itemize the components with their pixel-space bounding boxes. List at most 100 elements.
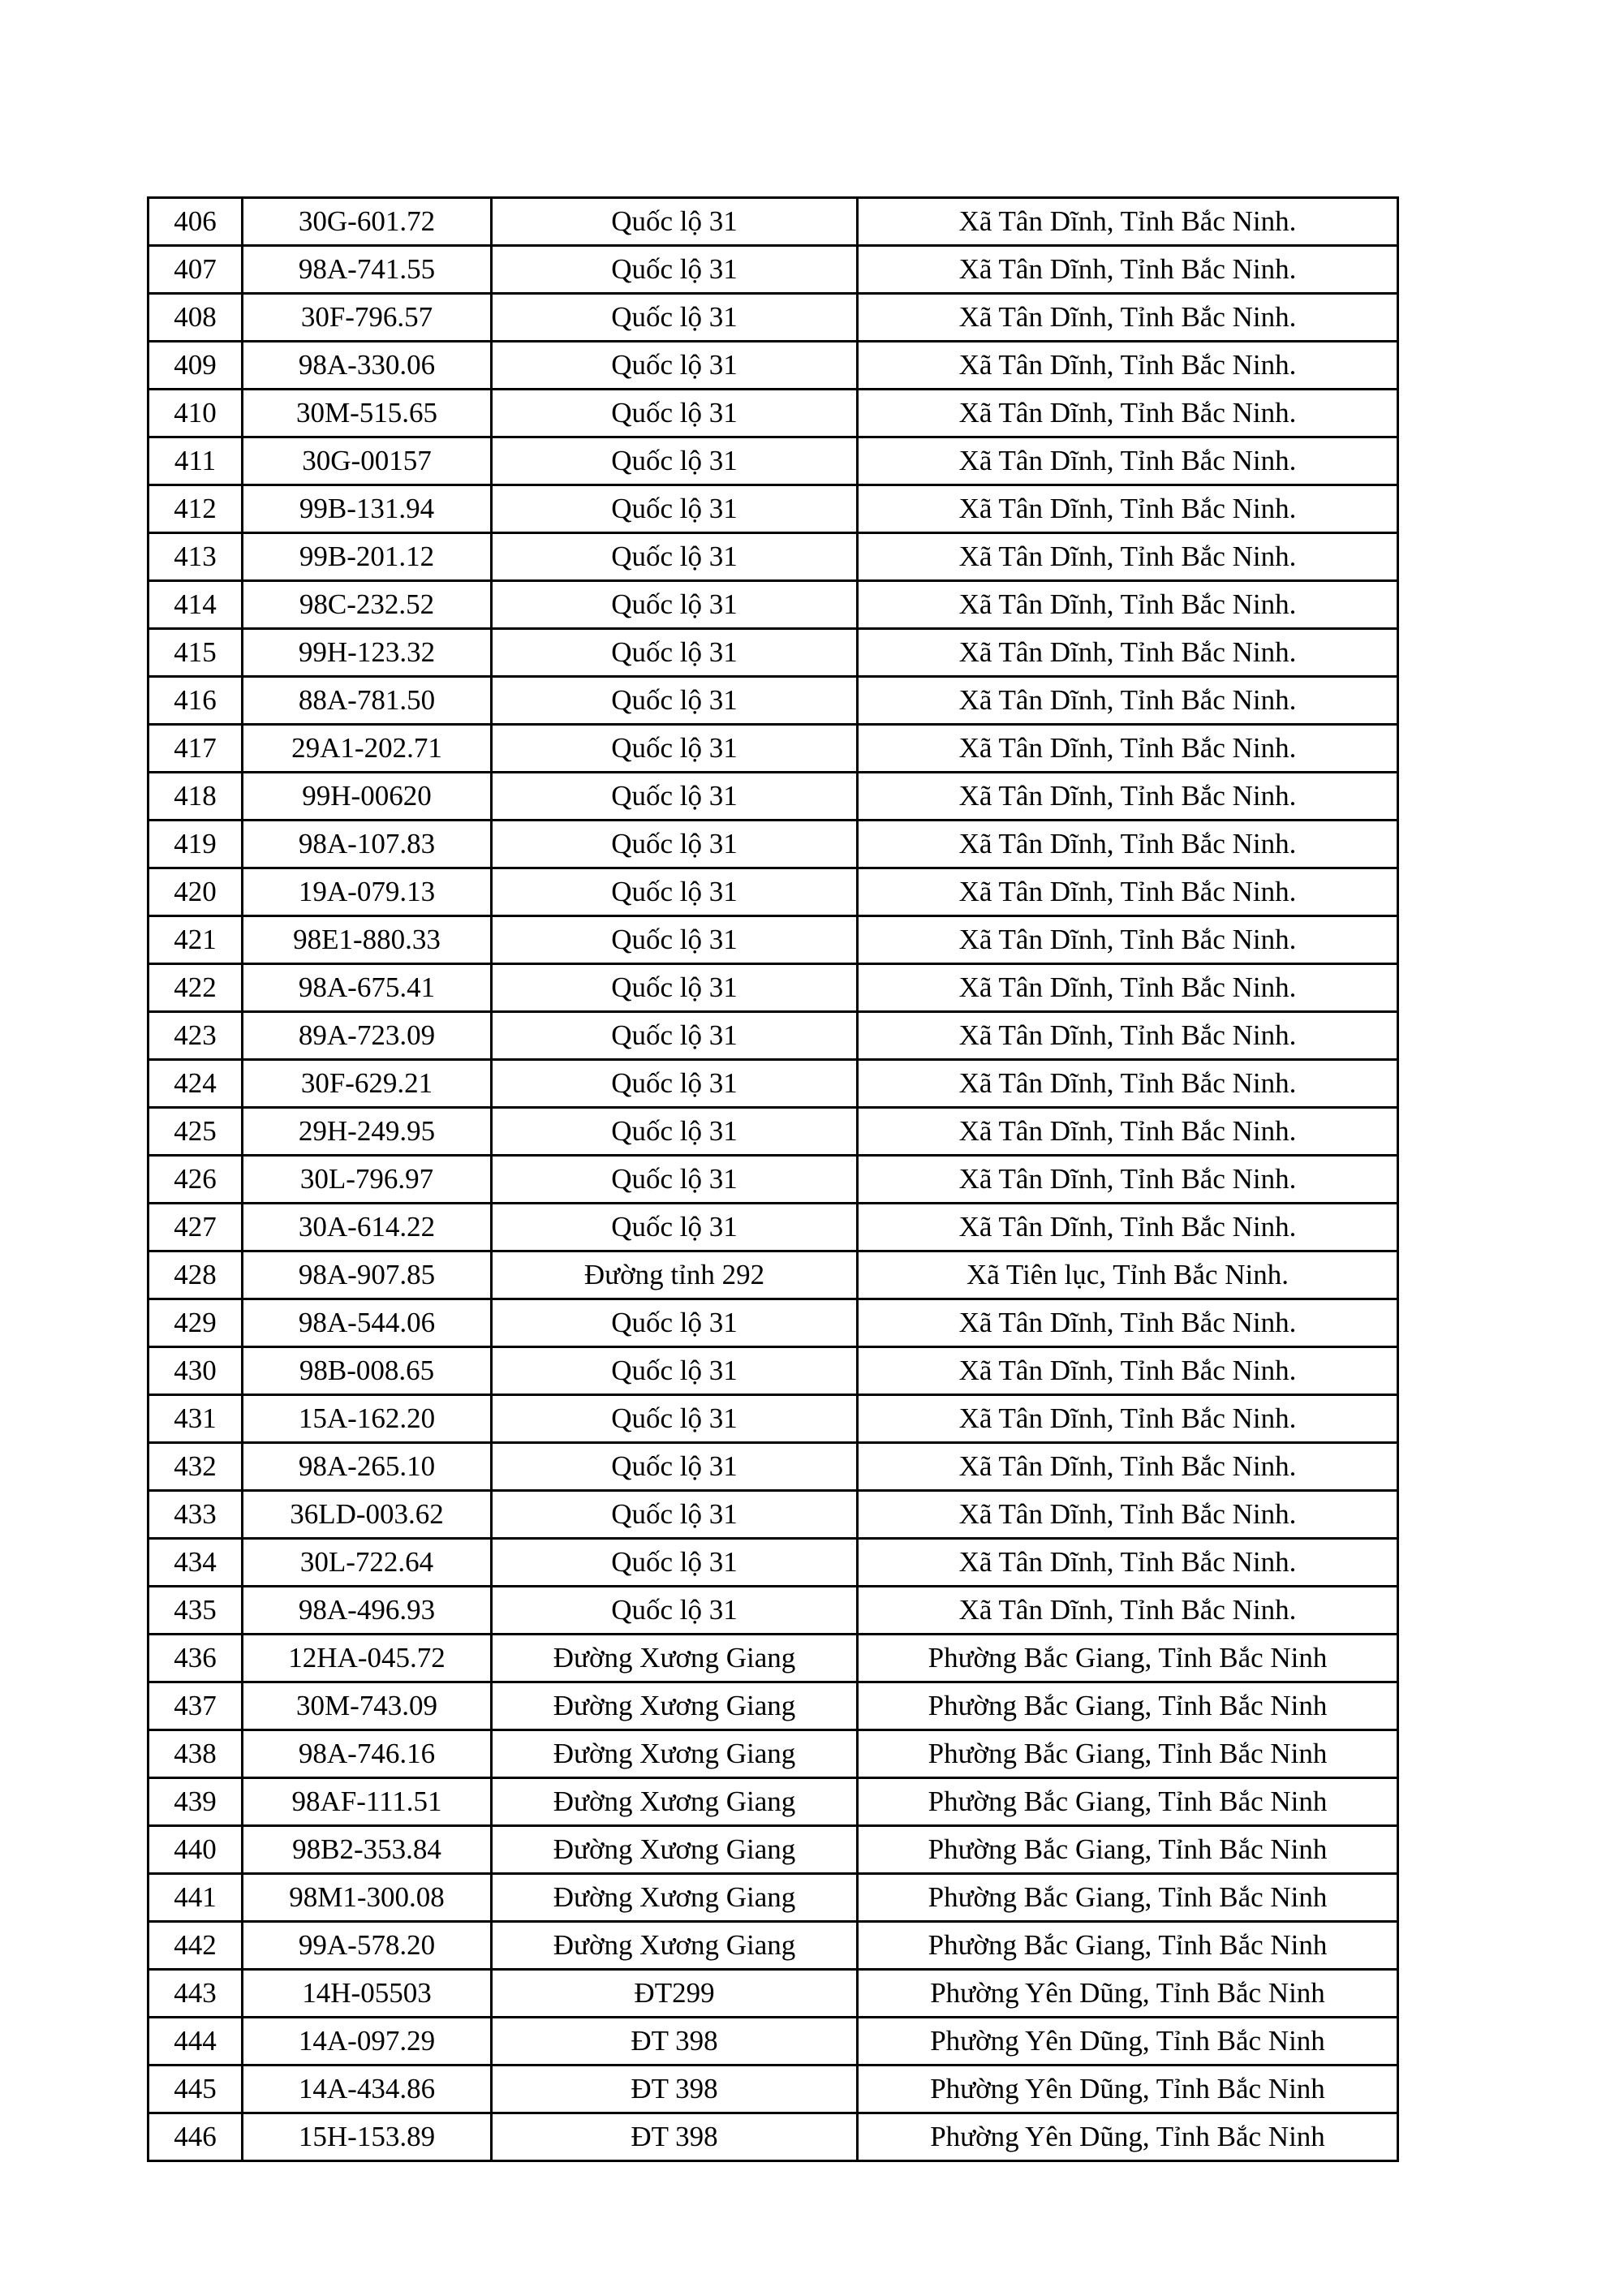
cell-tuyen-duong: Quốc lộ 31 bbox=[490, 436, 859, 486]
table-row: 416 88A-781.50 Quốc lộ 31 Xã Tân Dĩnh, Tỉnh… bbox=[147, 675, 1399, 726]
table-row: 408 30F-796.57 Quốc lộ 31 Xã Tân Dĩnh, Tỉnh… bbox=[147, 292, 1399, 342]
table-row: 412 99B-131.94 Quốc lộ 31 Xã Tân Dĩnh, Tỉnh… bbox=[147, 484, 1399, 534]
cell-dia-diem: Xã Tân Dĩnh, Tỉnh Bắc Ninh. bbox=[856, 1394, 1399, 1444]
table-row: 443 14H-05503 ĐT299 Phường Yên Dũng, Tỉnh B… bbox=[147, 1968, 1399, 2018]
cell-tuyen-duong: Quốc lộ 31 bbox=[490, 1106, 859, 1157]
cell-tuyen-duong: Quốc lộ 31 bbox=[490, 1585, 859, 1635]
cell-dia-diem: Xã Tân Dĩnh, Tỉnh Bắc Ninh. bbox=[856, 1058, 1399, 1109]
cell-so-thu-tu: 410 bbox=[147, 388, 243, 438]
cell-tuyen-duong: Quốc lộ 31 bbox=[490, 244, 859, 295]
cell-so-thu-tu: 437 bbox=[147, 1681, 243, 1731]
cell-bien-kiem-soat: 98M1-300.08 bbox=[241, 1872, 493, 1923]
cell-bien-kiem-soat: 30M-743.09 bbox=[241, 1681, 493, 1731]
cell-so-thu-tu: 416 bbox=[147, 675, 243, 726]
cell-dia-diem: Xã Tân Dĩnh, Tỉnh Bắc Ninh. bbox=[856, 771, 1399, 821]
cell-tuyen-duong: Quốc lộ 31 bbox=[490, 196, 859, 247]
cell-so-thu-tu: 429 bbox=[147, 1298, 243, 1348]
cell-bien-kiem-soat: 99A-578.20 bbox=[241, 1920, 493, 1971]
cell-dia-diem: Phường Yên Dũng, Tỉnh Bắc Ninh bbox=[856, 2016, 1399, 2066]
cell-tuyen-duong: Quốc lộ 31 bbox=[490, 579, 859, 630]
cell-tuyen-duong: Quốc lộ 31 bbox=[490, 675, 859, 726]
cell-bien-kiem-soat: 15A-162.20 bbox=[241, 1394, 493, 1444]
table-row: 439 98AF-111.51 Đường Xương Giang Phường Bắ… bbox=[147, 1777, 1399, 1827]
cell-tuyen-duong: Quốc lộ 31 bbox=[490, 723, 859, 773]
cell-bien-kiem-soat: 12HA-045.72 bbox=[241, 1633, 493, 1683]
cell-tuyen-duong: Đường tỉnh 292 bbox=[490, 1250, 859, 1300]
table-row: 442 99A-578.20 Đường Xương Giang Phường Bắc… bbox=[147, 1920, 1399, 1971]
cell-bien-kiem-soat: 98A-741.55 bbox=[241, 244, 493, 295]
cell-tuyen-duong: Quốc lộ 31 bbox=[490, 1394, 859, 1444]
cell-bien-kiem-soat: 98A-675.41 bbox=[241, 963, 493, 1013]
cell-so-thu-tu: 417 bbox=[147, 723, 243, 773]
cell-tuyen-duong: Đường Xương Giang bbox=[490, 1633, 859, 1683]
cell-dia-diem: Xã Tân Dĩnh, Tỉnh Bắc Ninh. bbox=[856, 196, 1399, 247]
cell-bien-kiem-soat: 98A-265.10 bbox=[241, 1441, 493, 1492]
cell-dia-diem: Xã Tân Dĩnh, Tỉnh Bắc Ninh. bbox=[856, 532, 1399, 582]
cell-so-thu-tu: 444 bbox=[147, 2016, 243, 2066]
cell-dia-diem: Xã Tân Dĩnh, Tỉnh Bắc Ninh. bbox=[856, 388, 1399, 438]
cell-bien-kiem-soat: 98A-496.93 bbox=[241, 1585, 493, 1635]
cell-tuyen-duong: Quốc lộ 31 bbox=[490, 771, 859, 821]
cell-bien-kiem-soat: 30F-629.21 bbox=[241, 1058, 493, 1109]
cell-tuyen-duong: Quốc lộ 31 bbox=[490, 1154, 859, 1204]
cell-bien-kiem-soat: 98B2-353.84 bbox=[241, 1824, 493, 1875]
cell-tuyen-duong: ĐT 398 bbox=[490, 2016, 859, 2066]
cell-so-thu-tu: 446 bbox=[147, 2112, 243, 2162]
cell-tuyen-duong: Quốc lộ 31 bbox=[490, 532, 859, 582]
cell-dia-diem: Xã Tân Dĩnh, Tỉnh Bắc Ninh. bbox=[856, 963, 1399, 1013]
cell-dia-diem: Phường Bắc Giang, Tỉnh Bắc Ninh bbox=[856, 1777, 1399, 1827]
table-row: 422 98A-675.41 Quốc lộ 31 Xã Tân Dĩnh, Tỉnh… bbox=[147, 963, 1399, 1013]
cell-tuyen-duong: Quốc lộ 31 bbox=[490, 1010, 859, 1061]
cell-dia-diem: Xã Tân Dĩnh, Tỉnh Bắc Ninh. bbox=[856, 484, 1399, 534]
table-row: 444 14A-097.29 ĐT 398 Phường Yên Dũng, Tỉnh… bbox=[147, 2016, 1399, 2066]
cell-dia-diem: Phường Bắc Giang, Tỉnh Bắc Ninh bbox=[856, 1824, 1399, 1875]
violation-table: 406 30G-601.72 Quốc lộ 31 Xã Tân Dĩnh, Tỉnh… bbox=[147, 196, 1399, 2162]
cell-tuyen-duong: Quốc lộ 31 bbox=[490, 963, 859, 1013]
cell-so-thu-tu: 412 bbox=[147, 484, 243, 534]
cell-tuyen-duong: Quốc lộ 31 bbox=[490, 627, 859, 678]
cell-dia-diem: Xã Tân Dĩnh, Tỉnh Bắc Ninh. bbox=[856, 1202, 1399, 1252]
cell-tuyen-duong: ĐT 398 bbox=[490, 2112, 859, 2162]
table-row: 433 36LD-003.62 Quốc lộ 31 Xã Tân Dĩnh, Tỉn… bbox=[147, 1489, 1399, 1540]
cell-so-thu-tu: 418 bbox=[147, 771, 243, 821]
cell-bien-kiem-soat: 29H-249.95 bbox=[241, 1106, 493, 1157]
cell-so-thu-tu: 434 bbox=[147, 1537, 243, 1587]
cell-tuyen-duong: Đường Xương Giang bbox=[490, 1777, 859, 1827]
cell-tuyen-duong: Quốc lộ 31 bbox=[490, 292, 859, 342]
table-row: 418 99H-00620 Quốc lộ 31 Xã Tân Dĩnh, Tỉnh … bbox=[147, 771, 1399, 821]
cell-so-thu-tu: 426 bbox=[147, 1154, 243, 1204]
cell-tuyen-duong: Quốc lộ 31 bbox=[490, 1346, 859, 1396]
cell-bien-kiem-soat: 14A-097.29 bbox=[241, 2016, 493, 2066]
cell-bien-kiem-soat: 30F-796.57 bbox=[241, 292, 493, 342]
table-row: 406 30G-601.72 Quốc lộ 31 Xã Tân Dĩnh, Tỉnh… bbox=[147, 196, 1399, 247]
cell-bien-kiem-soat: 30L-722.64 bbox=[241, 1537, 493, 1587]
cell-bien-kiem-soat: 14A-434.86 bbox=[241, 2064, 493, 2114]
table-row: 426 30L-796.97 Quốc lộ 31 Xã Tân Dĩnh, Tỉnh… bbox=[147, 1154, 1399, 1204]
table-row: 424 30F-629.21 Quốc lộ 31 Xã Tân Dĩnh, Tỉnh… bbox=[147, 1058, 1399, 1109]
violation-table-container: 406 30G-601.72 Quốc lộ 31 Xã Tân Dĩnh, Tỉnh… bbox=[147, 196, 1399, 2162]
cell-so-thu-tu: 432 bbox=[147, 1441, 243, 1492]
cell-bien-kiem-soat: 30L-796.97 bbox=[241, 1154, 493, 1204]
cell-tuyen-duong: Quốc lộ 31 bbox=[490, 484, 859, 534]
cell-tuyen-duong: Quốc lộ 31 bbox=[490, 867, 859, 917]
cell-so-thu-tu: 445 bbox=[147, 2064, 243, 2114]
cell-tuyen-duong: Quốc lộ 31 bbox=[490, 340, 859, 390]
cell-dia-diem: Xã Tân Dĩnh, Tỉnh Bắc Ninh. bbox=[856, 1154, 1399, 1204]
violation-table-body: 406 30G-601.72 Quốc lộ 31 Xã Tân Dĩnh, Tỉnh… bbox=[147, 196, 1399, 2162]
cell-dia-diem: Xã Tân Dĩnh, Tỉnh Bắc Ninh. bbox=[856, 723, 1399, 773]
cell-bien-kiem-soat: 98A-907.85 bbox=[241, 1250, 493, 1300]
cell-so-thu-tu: 411 bbox=[147, 436, 243, 486]
cell-so-thu-tu: 414 bbox=[147, 579, 243, 630]
cell-dia-diem: Phường Bắc Giang, Tỉnh Bắc Ninh bbox=[856, 1920, 1399, 1971]
cell-dia-diem: Xã Tân Dĩnh, Tỉnh Bắc Ninh. bbox=[856, 340, 1399, 390]
cell-dia-diem: Xã Tân Dĩnh, Tỉnh Bắc Ninh. bbox=[856, 1346, 1399, 1396]
cell-so-thu-tu: 431 bbox=[147, 1394, 243, 1444]
table-row: 410 30M-515.65 Quốc lộ 31 Xã Tân Dĩnh, Tỉnh… bbox=[147, 388, 1399, 438]
cell-so-thu-tu: 421 bbox=[147, 915, 243, 965]
cell-so-thu-tu: 413 bbox=[147, 532, 243, 582]
cell-tuyen-duong: Quốc lộ 31 bbox=[490, 1298, 859, 1348]
cell-so-thu-tu: 420 bbox=[147, 867, 243, 917]
cell-tuyen-duong: Đường Xương Giang bbox=[490, 1872, 859, 1923]
table-row: 407 98A-741.55 Quốc lộ 31 Xã Tân Dĩnh, Tỉnh… bbox=[147, 244, 1399, 295]
cell-tuyen-duong: ĐT 398 bbox=[490, 2064, 859, 2114]
